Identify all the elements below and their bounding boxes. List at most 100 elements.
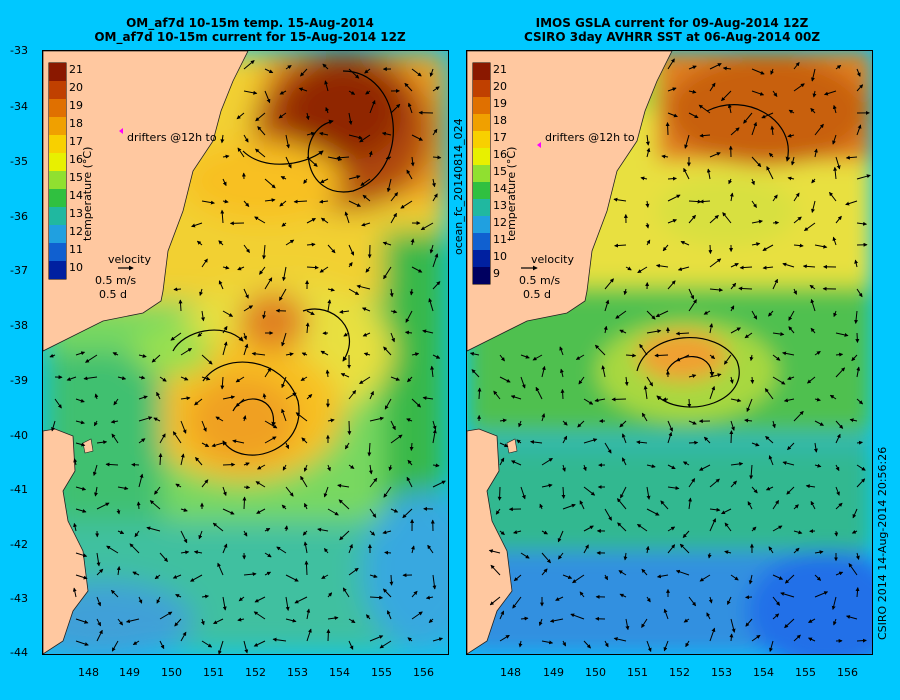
velocity-arrow (264, 436, 277, 444)
velocity-arrow (646, 486, 651, 500)
velocity-arrow (132, 571, 140, 576)
velocity-arrow (336, 155, 350, 160)
velocity-arrow (96, 596, 102, 607)
velocity-arrow (730, 127, 740, 136)
velocity-arrow (730, 461, 744, 466)
velocity-arrow (264, 90, 271, 104)
velocity-arrow (382, 588, 392, 598)
velocity-arrow (787, 442, 795, 451)
velocity-arrow (835, 571, 844, 576)
velocity-arrow (768, 455, 774, 466)
velocity-arrow (604, 574, 609, 581)
velocity-arrow (405, 310, 413, 323)
velocity-arrow (201, 376, 211, 381)
velocity-arrow (432, 281, 441, 290)
velocity-arrow (262, 244, 267, 260)
cb-right-16: 16 (493, 148, 507, 161)
velocity-arrow (495, 508, 501, 515)
cb-left-15: 15 (69, 171, 83, 184)
velocity-arrow (300, 475, 308, 488)
velocity-arrow (856, 464, 866, 471)
velocity-arrow (306, 131, 316, 136)
velocity-arrow (709, 354, 716, 360)
velocity-arrow (667, 526, 676, 532)
velocity-arrow (390, 434, 403, 444)
velocity-arrow (646, 640, 652, 653)
velocity-arrow (738, 286, 753, 291)
cb-right-20: 20 (493, 80, 507, 93)
velocity-arrow (604, 640, 609, 648)
velocity-arrow (832, 134, 837, 145)
velocity-arrow (303, 464, 308, 472)
velocity-arrow (520, 376, 526, 389)
cb-right-19: 19 (493, 97, 507, 110)
velocity-arrow (729, 633, 734, 642)
velocity-arrow (282, 464, 287, 471)
velocity-arrow (699, 133, 711, 138)
velocity-arrow (409, 288, 414, 296)
velocity-arrow (541, 568, 548, 576)
velocity-arrow (320, 178, 329, 184)
velocity-arrow (382, 530, 392, 535)
drifter-marker-left (119, 128, 123, 134)
velocity-arrow (159, 552, 168, 562)
velocity-vectors-right (469, 58, 871, 653)
velocity-arrow (688, 214, 696, 224)
velocity-arrow (390, 212, 397, 224)
velocity-arrow (493, 390, 501, 400)
velocity-arrow (75, 442, 86, 447)
velocity-arrow (180, 396, 191, 401)
velocity-arrow (218, 240, 224, 246)
velocity-arrow (746, 398, 753, 413)
velocity-arrow (604, 278, 614, 290)
cb-right-10: 10 (493, 250, 507, 263)
velocity-arrow (306, 394, 313, 400)
velocity-arrow (327, 508, 339, 516)
velocity-arrow (406, 418, 413, 423)
velocity-arrow (782, 461, 795, 466)
velocity-arrow (646, 310, 656, 320)
velocity-arrow (784, 618, 795, 629)
velocity-arrow (727, 596, 732, 606)
right-map-svg (467, 51, 872, 654)
velocity-arrow (432, 480, 446, 488)
velocity-arrow (499, 634, 510, 642)
cb-left-19: 19 (69, 99, 83, 112)
velocity-arrow (683, 167, 690, 180)
velocity-arrow (175, 594, 182, 598)
velocity-arrow (723, 354, 732, 365)
velocity-arrow (389, 288, 394, 298)
velocity-arrow (257, 464, 266, 470)
velocity-arrow (782, 351, 795, 356)
velocity-arrow (730, 480, 737, 488)
velocity-arrow (583, 544, 589, 554)
lon-label: 152 (669, 666, 690, 679)
velocity-arrow (562, 503, 576, 510)
velocity-arrow (793, 288, 797, 295)
velocity-arrow (156, 391, 161, 400)
velocity-arrow (751, 121, 758, 136)
velocity-arrow (110, 589, 119, 598)
velocity-arrow (359, 376, 371, 385)
velocity-arrow (382, 241, 392, 246)
velocity-arrow (699, 574, 711, 582)
lat-label: -44 (10, 646, 28, 659)
velocity-arrow (138, 375, 146, 380)
velocity-arrow (110, 419, 119, 424)
velocity-arrow (856, 440, 863, 445)
velocity-arrow (404, 330, 413, 335)
velocity-arrow (410, 156, 415, 167)
velocity-arrow (218, 280, 224, 290)
velocity-arrow (793, 83, 805, 92)
velocity-arrow (146, 526, 161, 532)
velocity-arrow (856, 366, 861, 378)
velocity-arrow (362, 194, 371, 202)
velocity-arrow (112, 352, 119, 356)
velocity-arrow (520, 486, 526, 500)
velocity-arrow (787, 133, 795, 138)
velocity-arrow (222, 154, 230, 159)
velocity-arrow (72, 587, 77, 598)
velocity-arrow (304, 560, 309, 576)
velocity-arrow (572, 574, 585, 584)
velocity-arrow (259, 266, 266, 275)
